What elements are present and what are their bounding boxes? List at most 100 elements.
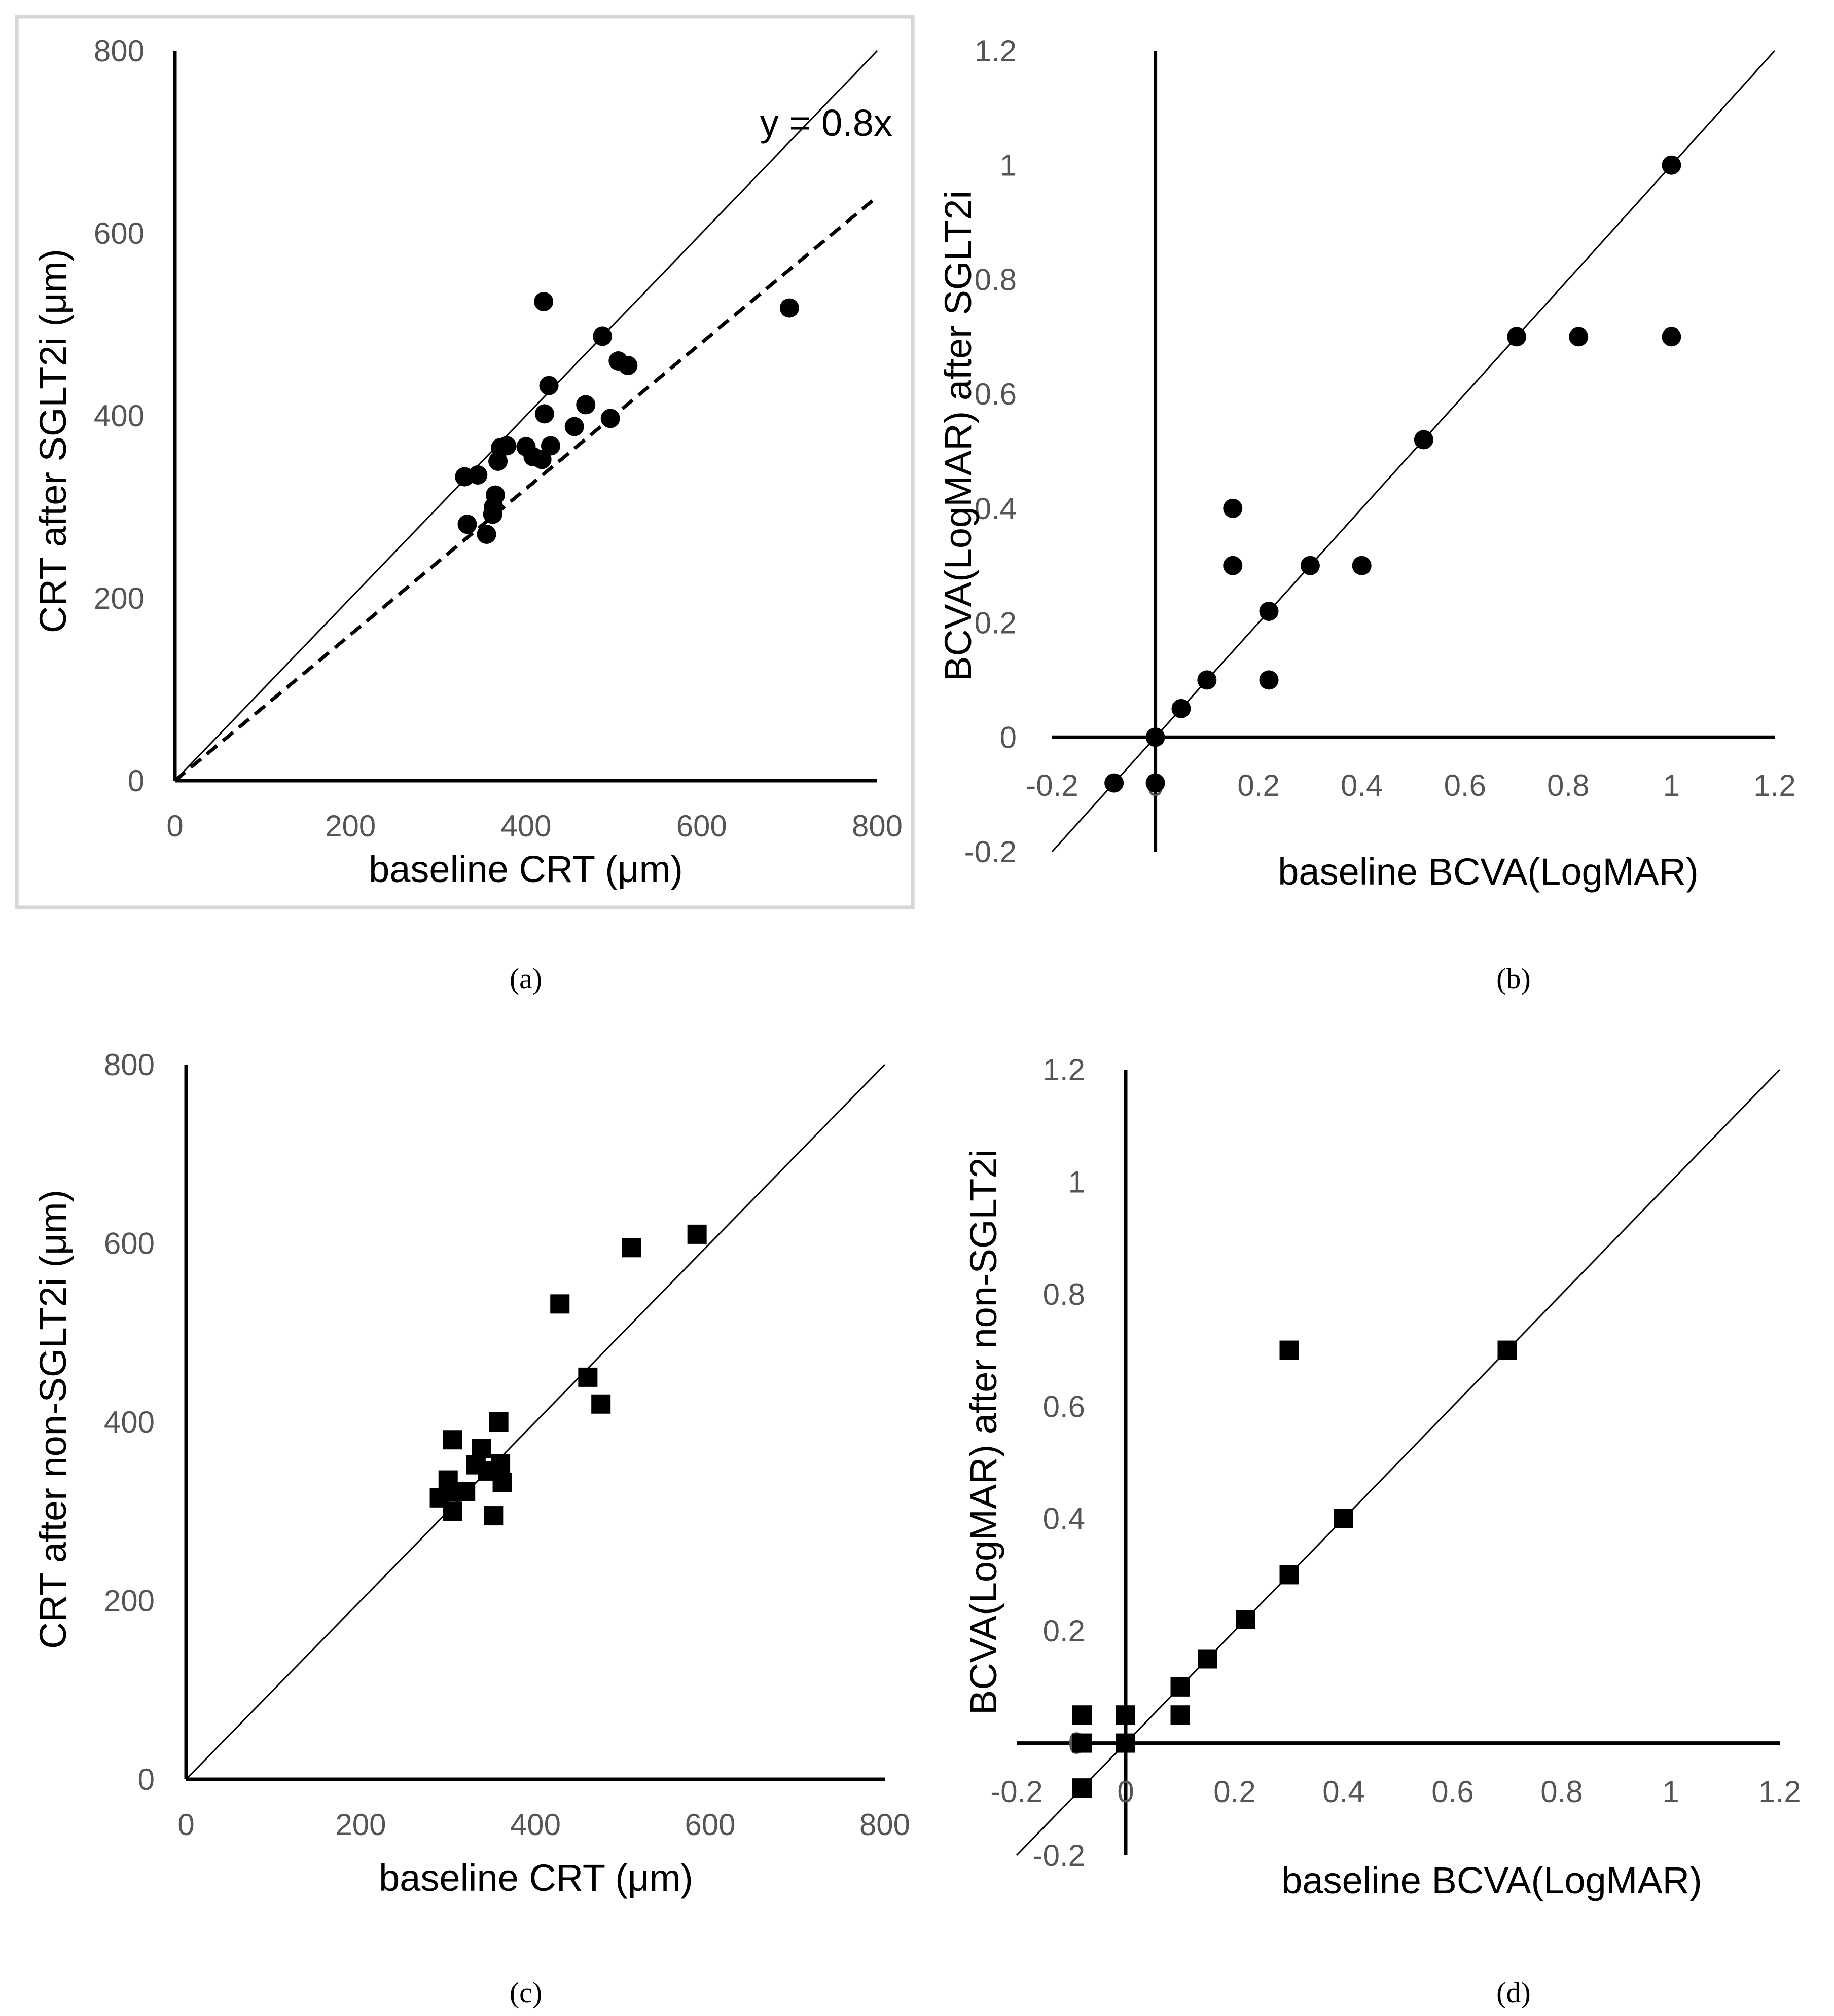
fit-line [173,195,879,782]
data-point [1334,1509,1353,1528]
y-tick-label: 800 [94,34,145,68]
data-point [492,1473,512,1492]
data-point [1197,670,1217,690]
x-tick-label: 600 [685,1808,735,1842]
data-point [456,1482,476,1501]
chart-panel-2: -0.200.20.40.60.811.2-0.200.20.40.60.811… [937,34,1796,995]
data-point [1223,556,1243,575]
data-point [485,485,505,505]
y-tick-label: 200 [104,1584,155,1618]
data-point [1198,1649,1217,1669]
data-point [618,356,638,375]
data-point [534,292,554,311]
x-axis-title: baseline BCVA(LogMAR) [1278,851,1698,893]
data-point [472,1439,491,1458]
y-tick-label: -0.2 [1033,1839,1085,1873]
x-tick-label: 600 [676,809,727,843]
x-axis-title: baseline BCVA(LogMAR) [1281,1859,1702,1901]
x-tick-label: -0.2 [1026,768,1078,802]
data-point [578,1367,598,1387]
data-point [576,395,596,415]
y-tick-label: 800 [104,1048,155,1082]
data-point [1116,1733,1135,1753]
data-point [622,1238,641,1258]
x-tick-label: 200 [325,809,376,843]
x-tick-label: 0 [166,809,183,843]
data-point [1145,773,1165,793]
y-tick-label: 1 [1000,149,1017,182]
data-point [779,298,799,318]
x-tick-label: 0.2 [1213,1775,1255,1809]
data-point [1497,1340,1517,1360]
data-point [477,525,496,544]
x-tick-label: 0.4 [1341,768,1383,802]
y-tick-label: 0.8 [1043,1277,1085,1311]
x-tick-label: 0.6 [1431,1775,1473,1809]
panel-caption: (b) [1496,962,1531,995]
y-tick-label: -0.2 [964,835,1017,869]
data-point [532,450,552,469]
data-point [1507,327,1527,347]
x-tick-label: 0.4 [1322,1775,1364,1809]
data-point [1352,556,1372,575]
identity-line [1051,50,1776,853]
y-tick-label: 600 [94,216,145,250]
data-point [1116,1705,1135,1725]
y-axis-title: BCVA(LogMAR) after non-SGLT2i [962,1149,1004,1715]
y-axis-title: CRT after non-SGLT2i (μm) [32,1190,74,1649]
data-point [457,515,477,534]
y-tick-label: 0.6 [1043,1389,1085,1423]
panel-frame [15,15,915,909]
data-point [1072,1733,1092,1753]
data-point [1236,1610,1255,1629]
data-point [1171,699,1191,718]
data-point [1072,1778,1092,1798]
x-tick-label: 400 [500,809,551,843]
data-point [534,404,554,424]
data-point [1662,155,1681,175]
y-tick-label: 400 [104,1405,155,1439]
data-point [541,436,560,456]
y-tick-label: 0.2 [1043,1614,1085,1648]
identity-line [185,1064,886,1780]
chart-panel-4: -0.200.20.40.60.811.2-0.200.20.40.60.811… [962,1053,1801,2009]
chart-panel-1: y = 0.8x 0 200 400 600 800 0 200 400 600 800 baseli… [15,15,915,995]
x-tick-label: 1 [1663,768,1680,802]
data-point [468,465,488,485]
y-tick-label: 1 [1068,1165,1085,1199]
data-point [1300,556,1320,575]
fit-line-label: y = 0.8x [760,102,892,144]
data-point [497,436,517,456]
x-tick-label: 0 [177,1808,194,1842]
data-point [1170,1705,1190,1725]
y-tick-label: 0.8 [975,263,1017,297]
data-point [591,1394,611,1414]
identity-line [1016,1069,1781,1856]
x-tick-label: 0 [1117,1775,1134,1809]
y-tick-label: 0.4 [1043,1502,1085,1536]
y-tick-label: 0 [138,1763,155,1797]
data-point [564,417,584,436]
x-tick-label: 200 [335,1808,386,1842]
panel-caption: (a) [510,962,542,995]
data-point [1279,1565,1299,1585]
panel-caption: (d) [1496,1976,1531,2009]
data-point [1259,670,1279,690]
y-tick-label: 600 [104,1227,155,1261]
identity-line [174,50,878,782]
data-point [484,1506,504,1526]
x-tick-label: 0.8 [1540,1775,1583,1809]
data-point [1662,327,1681,347]
x-tick-label: -0.2 [990,1775,1042,1809]
data-point [1414,430,1433,450]
data-point [1072,1705,1092,1725]
x-tick-label: 1.2 [1753,768,1795,802]
x-tick-label: 1.2 [1758,1775,1801,1809]
data-point [443,1501,462,1521]
data-point [1170,1677,1190,1697]
data-point [550,1294,570,1314]
x-tick-label: 800 [859,1808,910,1842]
x-tick-label: 800 [852,809,903,843]
x-tick-label: 0.6 [1444,768,1486,802]
